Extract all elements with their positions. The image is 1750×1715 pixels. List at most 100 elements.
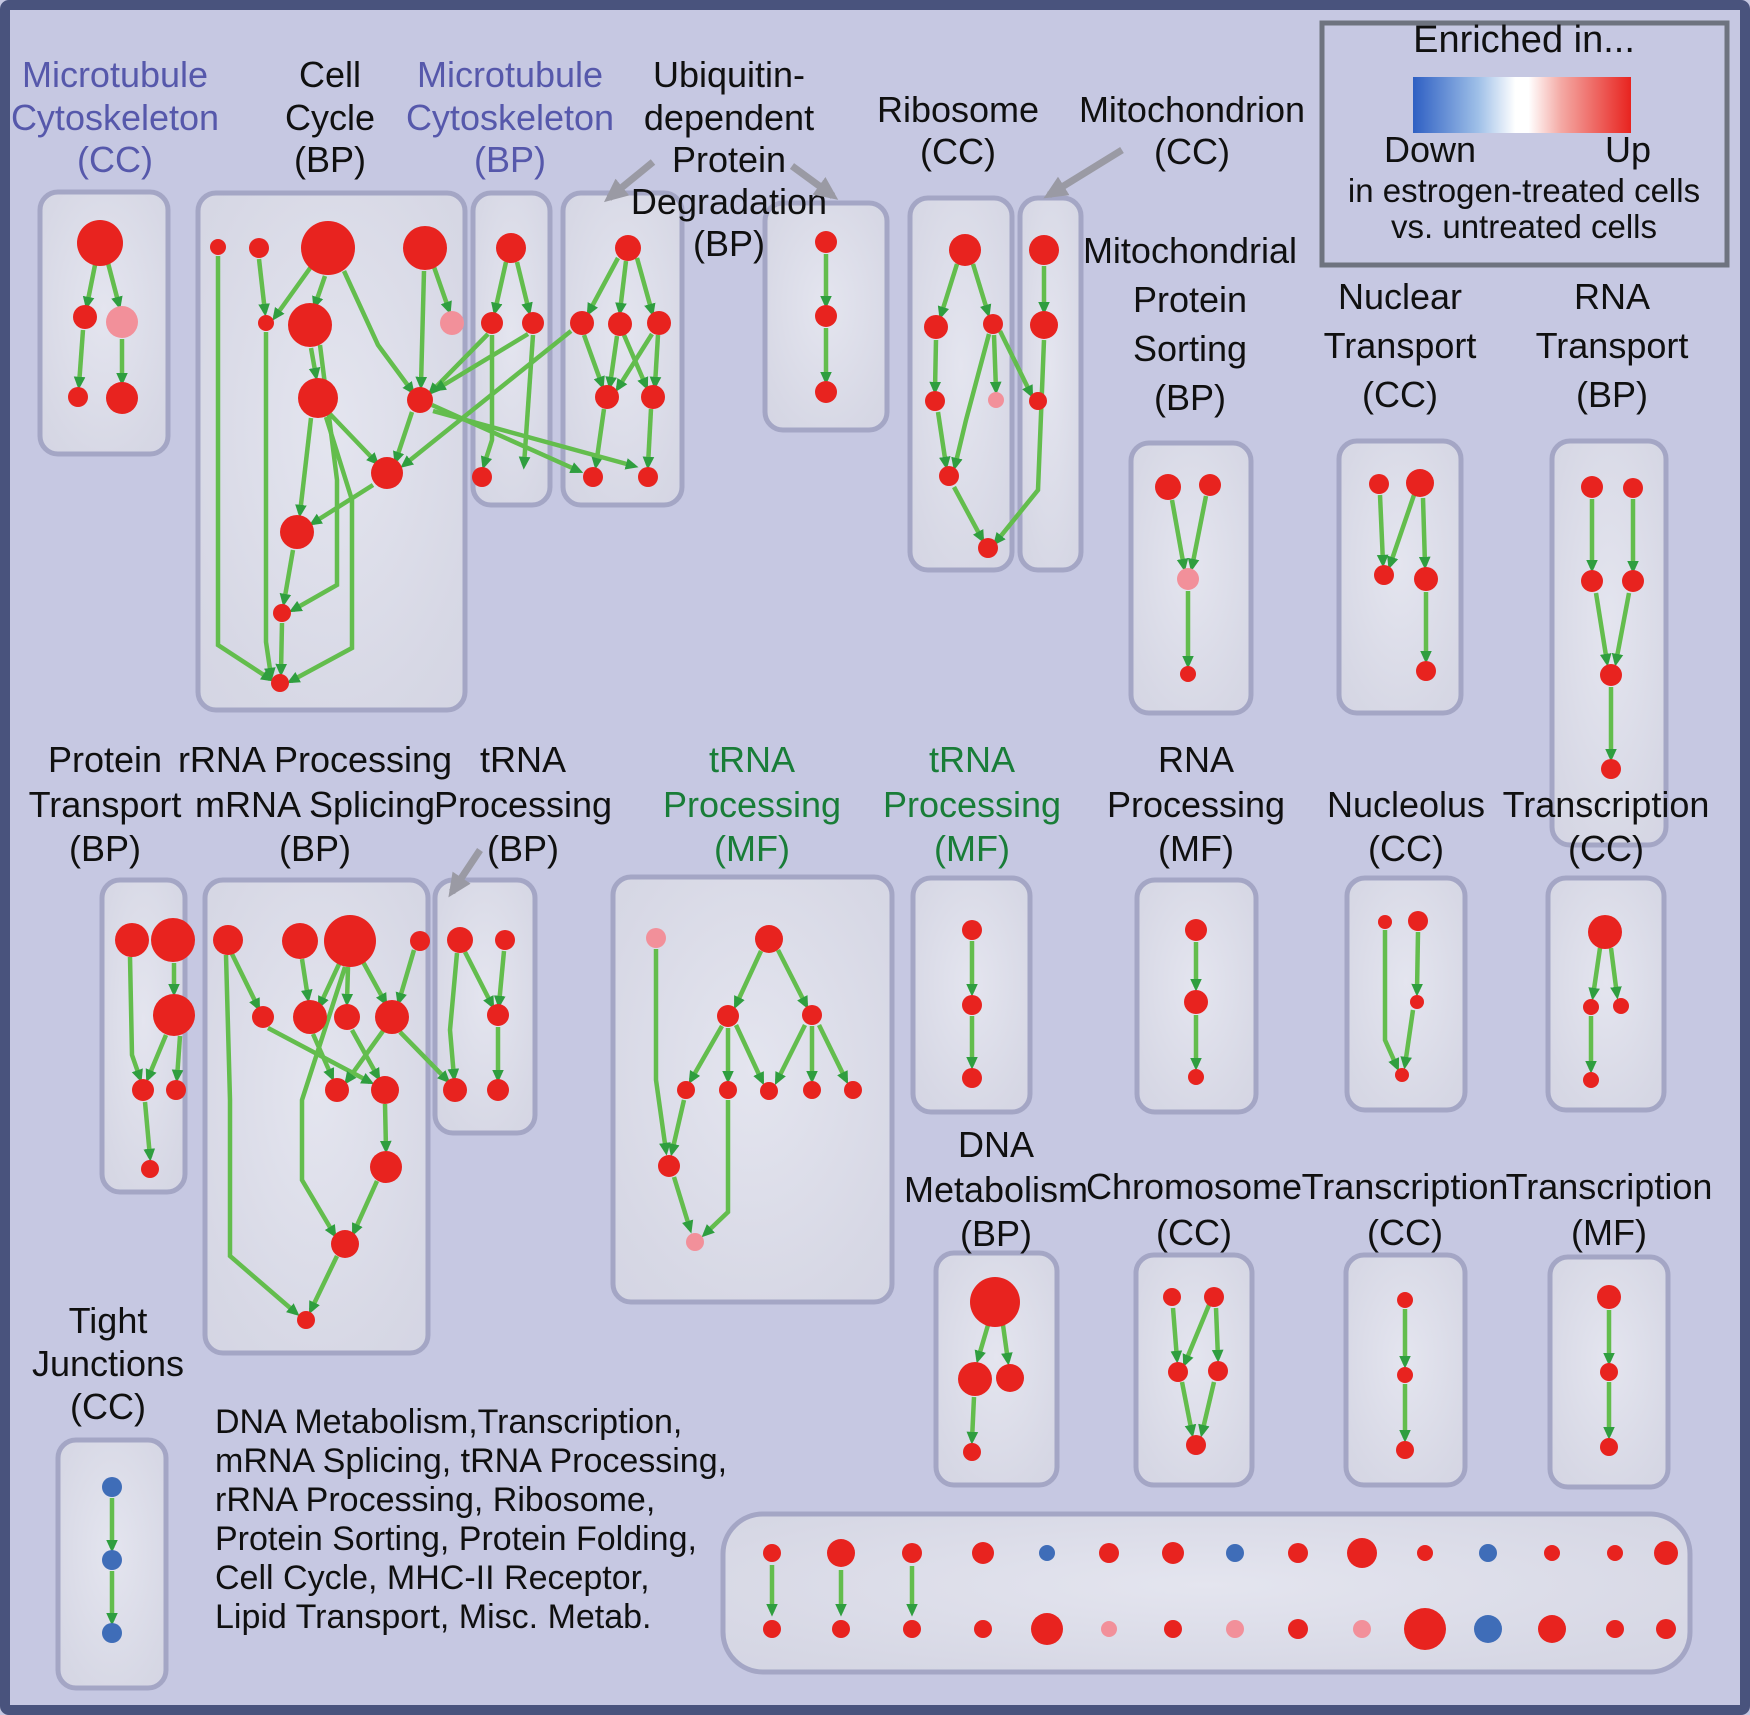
- go-term-node: [252, 1006, 274, 1028]
- edge-arrow: [415, 270, 428, 390]
- go-term-node: [803, 1081, 821, 1099]
- go-term-node: [962, 920, 982, 940]
- cluster-label-ribosome-cc: (CC): [920, 131, 996, 172]
- go-term-node: [1397, 1367, 1413, 1383]
- go-term-node: [288, 303, 332, 347]
- cluster-label-protein-transport-bp: (BP): [69, 828, 141, 869]
- edge-arrow: [493, 950, 507, 1009]
- go-term-node: [638, 467, 658, 487]
- go-term-node: [1597, 1285, 1621, 1309]
- go-term-node: [258, 315, 274, 331]
- cluster-box-microtubule-cytoskeleton-cc: [37, 189, 171, 457]
- go-term-node: [646, 928, 666, 948]
- go-term-node: [1177, 568, 1199, 590]
- go-term-node: [1600, 1438, 1618, 1456]
- edge-arrow: [341, 270, 415, 395]
- go-term-node: [925, 391, 945, 411]
- cluster-label-ubiquitin-degradation-bp: Degradation: [631, 181, 827, 222]
- go-term-node: [334, 1004, 360, 1030]
- edge-arrow: [1611, 592, 1632, 667]
- edge-arrow: [395, 949, 417, 1006]
- cluster-label-dna-metabolism-bp: Metabolism: [904, 1169, 1088, 1210]
- edge-arrow: [615, 332, 654, 392]
- edge-arrow: [974, 1324, 991, 1364]
- go-term-node: [978, 538, 998, 558]
- go-term-node: [77, 220, 123, 266]
- ubiquitin-pointer-left: [603, 159, 656, 203]
- bottom-panel-box: [720, 1511, 1693, 1675]
- go-term-node: [832, 1620, 850, 1638]
- go-term-node: [324, 915, 376, 967]
- annotation-line: Protein Sorting, Protein Folding,: [215, 1520, 697, 1558]
- go-term-node: [271, 674, 289, 692]
- cluster-label-trna-processing-mf-2: Processing: [883, 784, 1061, 825]
- edge-arrow: [351, 1180, 380, 1237]
- edge-arrow: [586, 256, 620, 317]
- edge-arrow: [309, 483, 375, 526]
- go-term-node: [447, 927, 473, 953]
- cluster-box-dna-metabolism-bp: [933, 1250, 1060, 1488]
- go-term-node: [719, 1081, 737, 1099]
- edge-arrow-cross: [433, 332, 530, 392]
- edge-arrow: [935, 411, 951, 470]
- edge-arrow: [310, 1033, 335, 1082]
- cluster-label-trna-processing-bp: Processing: [434, 784, 612, 825]
- cluster-label-mitochondrial-protein-sorting-bp: (BP): [1154, 377, 1226, 418]
- go-term-node: [1199, 474, 1221, 496]
- edge-arrow: [127, 956, 143, 1083]
- edge-arrow: [1211, 1307, 1224, 1363]
- cluster-label-rna-transport-bp: Transport: [1536, 325, 1689, 366]
- cluster-box-rrna-processing-mrna-splicing-bp: [202, 877, 431, 1356]
- edge-arrow: [263, 332, 276, 681]
- go-term-node: [1654, 1541, 1678, 1565]
- go-term-node: [325, 1078, 349, 1102]
- go-term-node: [280, 515, 314, 549]
- go-term-node: [996, 1364, 1024, 1392]
- cluster-box-chromosome-cc: [1133, 1252, 1255, 1488]
- cluster-label-ribosome-cc: Ribosome: [877, 89, 1039, 130]
- cluster-label-transcription-cc-row2: (CC): [1568, 828, 1644, 869]
- edge-arrow: [653, 949, 671, 1156]
- go-term-node: [1601, 759, 1621, 779]
- go-term-node: [902, 1543, 922, 1563]
- go-term-node: [1030, 311, 1058, 339]
- cluster-label-transcription-mf: Transcription: [1506, 1166, 1713, 1207]
- go-term-node: [1416, 661, 1436, 681]
- go-term-node: [924, 315, 948, 339]
- cluster-label-trna-processing-mf: Processing: [663, 784, 841, 825]
- edge-arrow: [937, 263, 960, 320]
- go-term-node: [1288, 1619, 1308, 1639]
- cluster-label-dna-metabolism-bp: DNA: [958, 1124, 1034, 1165]
- edge-arrow: [308, 347, 321, 381]
- go-term-node: [1538, 1615, 1566, 1643]
- go-term-node: [1583, 999, 1599, 1015]
- edge-arrow: [215, 256, 274, 682]
- edge-arrow: [1588, 947, 1603, 1001]
- go-term-node: [1164, 1620, 1182, 1638]
- edge-arrow: [951, 333, 992, 471]
- legend-title: Enriched in...: [1413, 19, 1635, 61]
- edge-arrow: [1187, 495, 1209, 572]
- go-term-node: [970, 1277, 1020, 1327]
- go-term-node: [106, 382, 138, 414]
- edge-arrow: [581, 334, 605, 390]
- go-term-node: [293, 1000, 327, 1034]
- legend-subtitle-1: in estrogen-treated cells: [1348, 172, 1700, 209]
- edge-arrow: [1382, 930, 1400, 1072]
- go-term-node: [1039, 1545, 1055, 1561]
- edge-arrow: [299, 966, 348, 1239]
- cluster-label-nuclear-transport-cc: Transport: [1324, 325, 1477, 366]
- cluster-label-trna-processing-mf-2: tRNA: [929, 739, 1015, 780]
- go-term-node: [641, 385, 665, 409]
- cluster-label-microtubule-cytoskeleton-cc: Cytoskeleton: [11, 97, 219, 138]
- edge-arrow: [952, 485, 985, 544]
- go-term-node: [1607, 1545, 1623, 1561]
- cluster-label-transcription-cc-row3: Transcription: [1302, 1166, 1509, 1207]
- go-term-node: [1406, 469, 1434, 497]
- cluster-label-mitochondrial-protein-sorting-bp: Protein: [1133, 279, 1247, 320]
- cluster-label-ubiquitin-degradation-bp: (BP): [693, 223, 765, 264]
- go-term-node: [301, 221, 355, 275]
- go-term-node: [102, 1550, 122, 1570]
- edge-arrow: [299, 958, 313, 1003]
- go-term-node: [1101, 1621, 1117, 1637]
